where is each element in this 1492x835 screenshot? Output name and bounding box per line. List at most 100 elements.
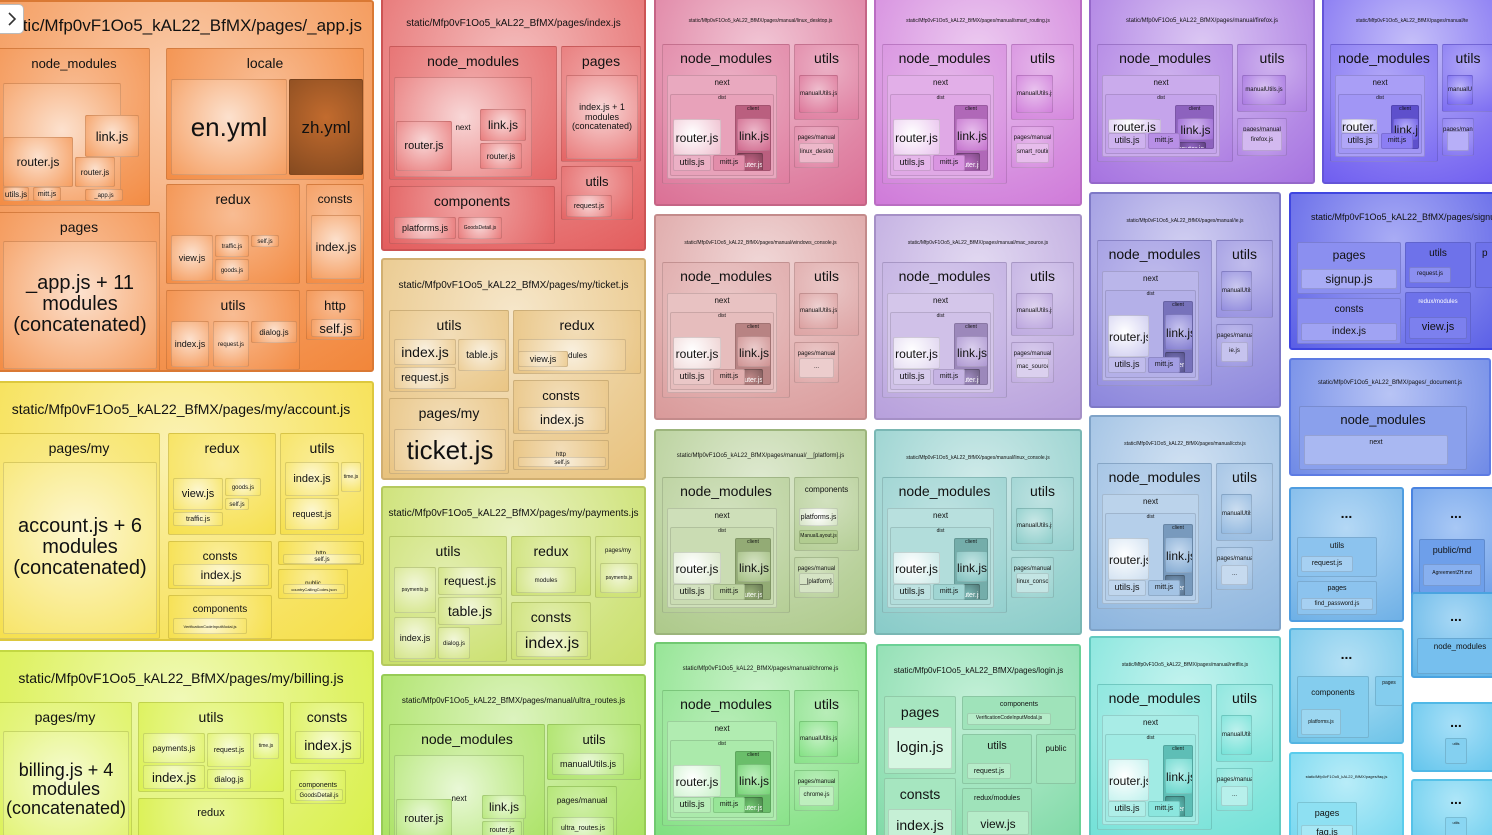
group-redux-modules[interactable]: redux/modules view.js [1405, 292, 1471, 344]
group-redux[interactable]: redux modules view.js [513, 310, 641, 374]
file-router-js[interactable]: router.js [1341, 119, 1377, 133]
file-link-js[interactable]: link.js [737, 551, 770, 582]
file-page[interactable]: smart_routing.js [1016, 143, 1049, 163]
group-pages-manual[interactable]: pages/manual [1442, 118, 1474, 156]
file-router-js[interactable]: router.js [482, 821, 522, 835]
file-goods-js[interactable]: goods.js [225, 478, 261, 496]
group-pages-my[interactable]: pages/my billing.js + 4 modules (concaten… [0, 702, 132, 835]
group-consts[interactable]: consts index.js [513, 380, 609, 434]
file-link-js[interactable]: link.js [85, 115, 139, 157]
chunk-app[interactable]: static/Mfp0vF1Oo5_kAL22_BfMX/pages/_app.… [0, 0, 374, 372]
chunk-ultra[interactable]: static/Mfp0vF1Oo5_kAL22_BfMX/pages/manua… [381, 674, 646, 835]
file-router-js[interactable]: router.js [673, 552, 721, 584]
file-index-js-1-modules-concatenated[interactable]: index.js + 1 modules (concatenated) [566, 75, 638, 159]
file-page[interactable]: chrome.js [799, 786, 834, 806]
file-en-yml[interactable]: en.yml [171, 79, 287, 175]
group-pages-manual[interactable]: pages/manual __[platform].js [794, 557, 839, 598]
file-self-js[interactable]: self.js [311, 319, 361, 337]
file-index-js[interactable]: index.js [171, 321, 209, 367]
chunk-faq[interactable]: static/Mfp0vF1Oo5_kAL22_BfMX/pages/faq.j… [1289, 752, 1404, 835]
group-node-modules[interactable]: node_modules next router.js link.js router.j… [389, 724, 545, 835]
group-pages-manual[interactable]: pages/manual chrome.js [794, 770, 839, 811]
file-link-js[interactable]: link.js [482, 795, 526, 819]
file-request-js[interactable]: request.js [207, 733, 251, 767]
file-request-js[interactable]: request.js [1301, 556, 1353, 572]
group-next[interactable]: nextdistrouter.jsclientlink.jsrouter.jsu… [1102, 271, 1199, 381]
file-payments-js[interactable]: payments.js [600, 563, 638, 593]
chunk-payments[interactable]: static/Mfp0vF1Oo5_kAL22_BfMX/pages/my/pa… [381, 486, 646, 666]
file-manual-utils-js[interactable]: manualUtils.js [799, 721, 838, 757]
group-pages[interactable]: pages login.js [884, 696, 956, 774]
file-index-js[interactable]: index.js [394, 617, 436, 659]
file-mitt-js[interactable]: mitt.js [713, 584, 745, 600]
file-index-js[interactable]: index.js [1301, 323, 1397, 341]
file-page[interactable]: ... [1221, 786, 1248, 806]
file-self-js[interactable]: self.js [251, 235, 279, 247]
group-dist[interactable]: distrouter.jsclientlink.jsrouter.jsutils… [1338, 94, 1422, 154]
file-mitt-js[interactable]: mitt.js [1148, 801, 1180, 817]
chunk-firefox[interactable]: static/Mfp0vF1Oo5_kAL22_BfMX/pages/manua… [1089, 0, 1315, 184]
group-pages-manual[interactable]: pages/manual linux_console.js [1011, 557, 1054, 598]
file-app-js-11-modules-concatenated[interactable]: _app.js + 11 modules (concatenated) [3, 241, 157, 369]
file-mitt-js[interactable]: mitt.js [933, 584, 965, 600]
group-utils[interactable]: utils request.js [1405, 242, 1471, 288]
file-router-js[interactable]: router.js [893, 552, 940, 584]
group-utils[interactable]: utils manualUtils.js [1011, 44, 1074, 120]
group-client[interactable]: client link.js router.js [1175, 105, 1214, 149]
file-utils-js[interactable]: utils.js [1108, 133, 1146, 149]
file-mitt-js[interactable]: mitt.js [713, 155, 745, 171]
file-mitt-js[interactable]: mitt.js [1381, 133, 1413, 149]
file-self-js[interactable]: self.js [225, 498, 249, 510]
file-utils-js[interactable]: utils.js [3, 187, 29, 201]
sidebar-toggle-button[interactable] [0, 4, 24, 34]
chunk-account[interactable]: static/Mfp0vF1Oo5_kAL22_BfMX/pages/my/ac… [0, 381, 374, 641]
file-router-js[interactable]: router.js [75, 157, 115, 187]
file-router-js[interactable]: router.js [396, 799, 452, 835]
file-page[interactable] [1447, 131, 1469, 151]
file-payments-js[interactable]: payments.js [143, 733, 205, 763]
file-router-js[interactable]: router.js [1108, 538, 1149, 580]
group-utils[interactable]: utils manualUtils.js [1216, 684, 1273, 762]
file-index-js[interactable]: index.js [295, 731, 361, 759]
group-utils[interactable]: utils manualUtils.js [794, 690, 859, 764]
file-link-js[interactable]: link.js [1177, 118, 1213, 140]
file-link-js[interactable]: link.js [737, 336, 770, 367]
chunk-chrome[interactable]: static/Mfp0vF1Oo5_kAL22_BfMX/pages/manua… [654, 642, 867, 835]
group-utils[interactable]: utils manualUtils.js [1442, 44, 1492, 112]
chunk-smart_routing[interactable]: static/Mfp0vF1Oo5_kAL22_BfMX/pages/manua… [874, 0, 1082, 206]
file-link-js[interactable]: link.js [480, 109, 526, 141]
file-manual-utils-js[interactable]: manualUtils.js [1016, 75, 1053, 113]
group-public[interactable]: publiccountryCallingCodes.json [278, 569, 348, 599]
group-pages-my[interactable]: pages/my payments.js [595, 536, 641, 598]
group-components[interactable]: components platforms.js GoodsDetail.js [389, 186, 555, 244]
group-consts[interactable]: consts index.js [511, 602, 591, 660]
file-page[interactable]: ... [1221, 565, 1248, 585]
group-consts[interactable]: consts index.js [290, 702, 364, 764]
file-payments-js[interactable]: payments.js [394, 567, 436, 613]
file-manual-utils-js[interactable]: manualUtils.js [1242, 75, 1286, 105]
chunk-small-3[interactable]: ... utils [1411, 779, 1492, 835]
file-link-js[interactable]: link.js [956, 118, 987, 151]
file-utils-js[interactable]: utils.js [673, 584, 711, 600]
group-redux-modules[interactable]: redux/modules view.js [962, 788, 1032, 835]
file-agreement-md[interactable]: AgreementZH.md [1423, 564, 1481, 586]
group-client[interactable]: client link.js router.js [735, 538, 771, 600]
chunk-ticket[interactable]: static/Mfp0vF1Oo5_kAL22_BfMX/pages/my/ti… [381, 258, 646, 480]
group-utils[interactable]: utils manualUtils.js [794, 44, 859, 120]
file-index-js[interactable]: index.js [311, 215, 361, 279]
file-mitt-js[interactable]: mitt.js [713, 369, 745, 385]
file-manual-utils-js[interactable]: manualUtils.js [799, 75, 838, 113]
file-link-js[interactable]: link.js [1165, 758, 1192, 794]
group-utils[interactable]: utils payments.js request.js table.js index.… [389, 536, 507, 662]
